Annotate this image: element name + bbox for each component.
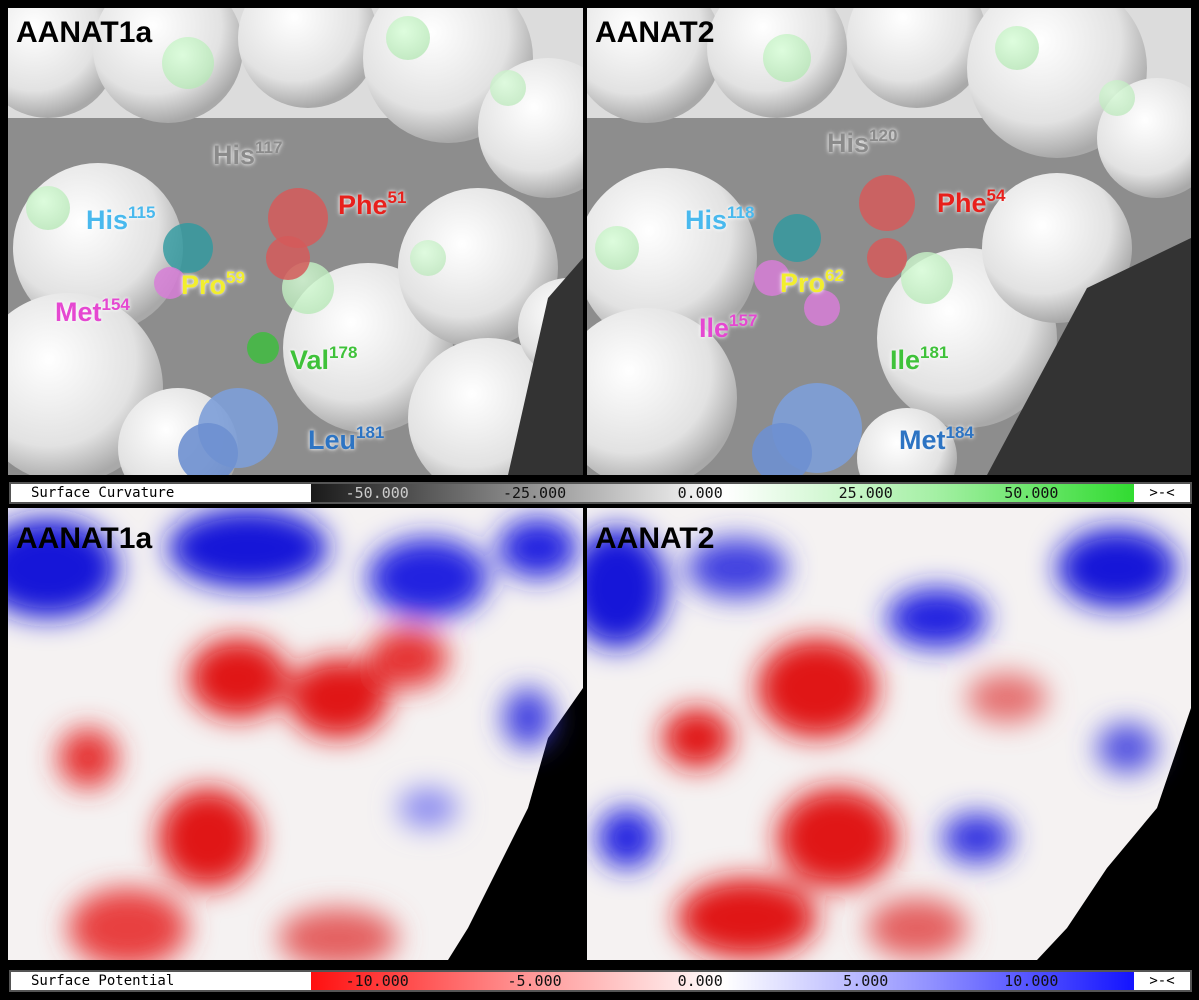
- potential-surface-aanat2: [587, 508, 1191, 960]
- residue-label: Met154: [55, 295, 130, 328]
- residue-name: Ile: [699, 313, 730, 343]
- tick-label: 0.000: [677, 484, 723, 502]
- colorbar-label: Surface Potential: [11, 972, 311, 990]
- residue-number: 154: [101, 295, 130, 314]
- panel-title: AANAT2: [595, 522, 715, 555]
- residue-number: 51: [387, 188, 407, 207]
- residue-name: Phe: [338, 190, 388, 220]
- tick-label: -50.000: [345, 484, 409, 502]
- residue-name: Met: [55, 297, 102, 327]
- residue-name: Pro: [780, 268, 826, 298]
- residue-number: 59: [226, 268, 245, 287]
- residue-number: 115: [128, 203, 156, 222]
- residue-name: His: [827, 128, 870, 158]
- residue-name: Pro: [181, 270, 227, 300]
- residue-name: Val: [290, 345, 330, 375]
- residue-number: 62: [825, 266, 844, 285]
- residue-label: Phe54: [937, 186, 1005, 219]
- residue-name: His: [86, 205, 129, 235]
- residue-label: Val178: [290, 343, 357, 376]
- residue-number: 118: [727, 203, 755, 222]
- residue-label: Phe51: [338, 188, 406, 221]
- residue-number: 184: [945, 423, 974, 442]
- residue-name: Ile: [890, 345, 921, 375]
- tick-label: -10.000: [345, 972, 409, 990]
- residue-number: 181: [920, 343, 949, 362]
- collapse-button[interactable]: >-<: [1134, 972, 1190, 990]
- residue-label: Met184: [899, 423, 974, 456]
- potential-panel-aanat1a: AANAT1a: [8, 508, 583, 960]
- curvature-gradient: [311, 484, 1139, 502]
- residue-label: Ile157: [699, 311, 757, 344]
- potential-surface-aanat1a: [8, 508, 583, 960]
- residue-name: His: [213, 140, 256, 170]
- curvature-surface-aanat1a: [8, 8, 583, 475]
- curvature-panel-aanat2: AANAT2 His120 Phe54 His118 Pro62 Ile157 …: [587, 8, 1191, 475]
- curvature-colorbar: Surface Curvature -50.000 -25.000 0.000 …: [9, 482, 1192, 504]
- collapse-button[interactable]: >-<: [1134, 484, 1190, 502]
- residue-label: His120: [827, 126, 897, 159]
- tick-label: 0.000: [677, 972, 723, 990]
- residue-name: Phe: [937, 188, 987, 218]
- tick-label: 50.000: [1004, 484, 1059, 502]
- tick-label: -25.000: [502, 484, 567, 502]
- residue-number: 117: [255, 138, 283, 157]
- residue-name: His: [685, 205, 728, 235]
- residue-label: Pro59: [181, 268, 245, 301]
- residue-number: 178: [329, 343, 358, 362]
- residue-label: Ile181: [890, 343, 948, 376]
- residue-label: Pro62: [780, 266, 844, 299]
- panel-title: AANAT1a: [16, 16, 153, 49]
- residue-name: Met: [899, 425, 946, 455]
- potential-gradient: [311, 972, 1139, 990]
- residue-number: 54: [986, 186, 1006, 205]
- residue-label: His115: [86, 203, 155, 236]
- colorbar-ticks: -50.000 -25.000 0.000 25.000 50.000: [311, 484, 1139, 502]
- colorbar-label: Surface Curvature: [11, 484, 311, 502]
- residue-name: Leu: [308, 425, 357, 455]
- curvature-surface-aanat2: [587, 8, 1191, 475]
- residue-number: 157: [729, 311, 758, 330]
- residue-number: 181: [356, 423, 385, 442]
- panel-title: AANAT2: [595, 16, 715, 49]
- tick-label: -5.000: [507, 972, 562, 990]
- residue-label: His117: [213, 138, 282, 171]
- potential-colorbar: Surface Potential -10.000 -5.000 0.000 5…: [9, 970, 1192, 992]
- colorbar-ticks: -10.000 -5.000 0.000 5.000 10.000: [311, 972, 1139, 990]
- potential-panel-aanat2: AANAT2: [587, 508, 1191, 960]
- tick-label: 5.000: [843, 972, 889, 990]
- tick-label: 25.000: [838, 484, 893, 502]
- panel-title: AANAT1a: [16, 522, 153, 555]
- residue-number: 120: [869, 126, 898, 145]
- tick-label: 10.000: [1004, 972, 1059, 990]
- residue-label: Leu181: [308, 423, 384, 456]
- curvature-panel-aanat1a: AANAT1a His117 Phe51 His115 Pro59 Met154…: [8, 8, 583, 475]
- residue-label: His118: [685, 203, 754, 236]
